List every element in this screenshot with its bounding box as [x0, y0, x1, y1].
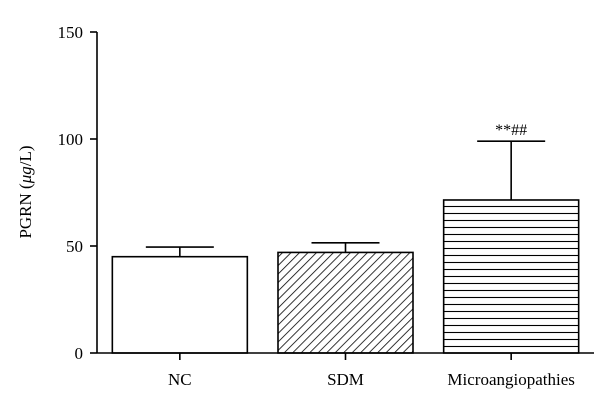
y-tick-label: 0: [75, 344, 84, 363]
y-tick-label: 50: [66, 237, 83, 256]
bars-layer: [111, 199, 580, 354]
error-bars-layer: [145, 140, 546, 257]
y-axis-title: PGRN (μg/L): [16, 145, 35, 238]
y-tick-label: 100: [58, 130, 84, 149]
x-tick-label: Microangiopathies: [447, 370, 574, 389]
x-ticks: NC SDM Microangiopathies: [168, 353, 575, 389]
bar-sdm: [277, 251, 414, 354]
x-tick-label: SDM: [327, 370, 364, 389]
bar-microangiopathies: [442, 199, 580, 354]
x-tick-label: NC: [168, 370, 192, 389]
y-ticks: 0 50 100 150: [58, 23, 97, 363]
bar-nc: [111, 255, 249, 354]
y-tick-label: 150: [58, 23, 84, 42]
annotations: **##: [495, 122, 527, 139]
significance-annotation: **##: [495, 122, 527, 139]
